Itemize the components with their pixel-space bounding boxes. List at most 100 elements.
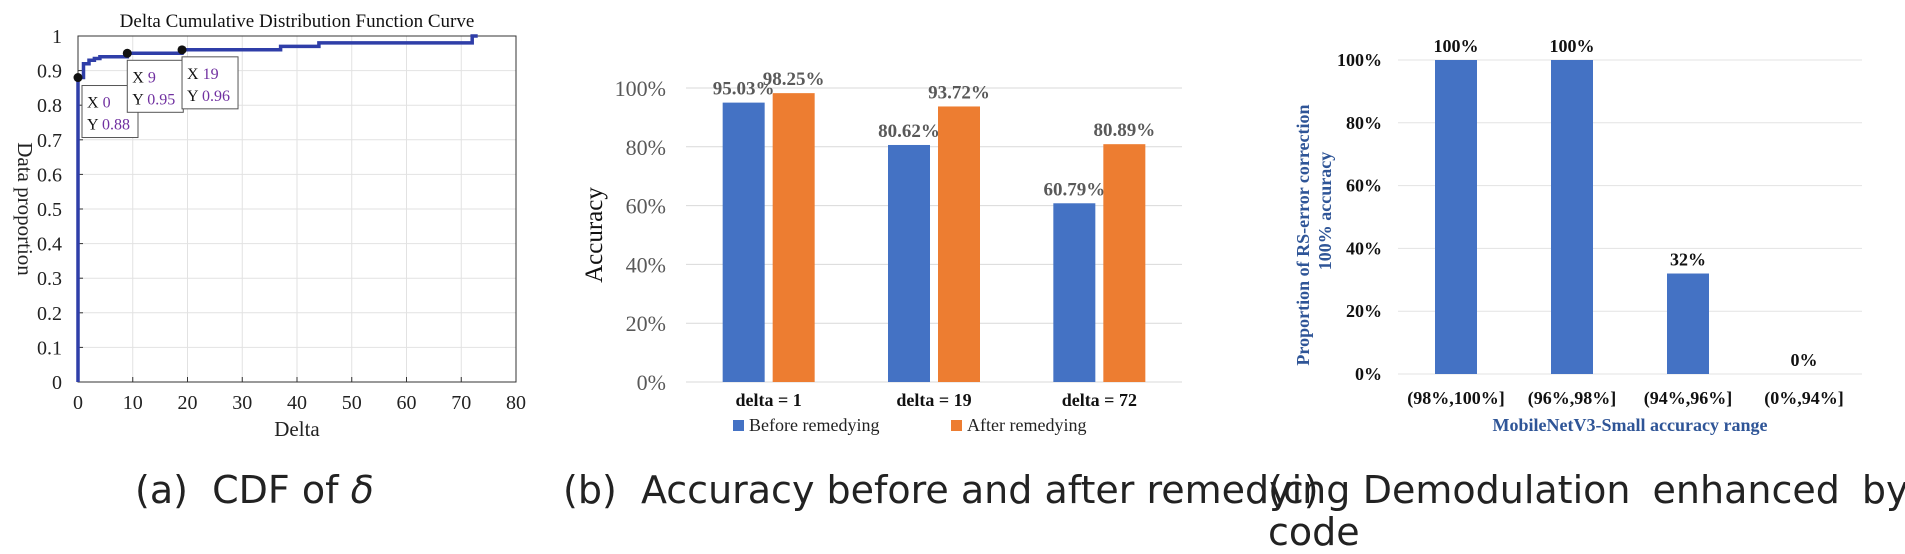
rs-chart: 0% 20% 40% 60% 80% 100% 100% (98%,100%] 100% (96%… xyxy=(1293,36,1862,435)
datatip-x-label: X 0 xyxy=(87,95,111,112)
cdf-y-axis-label: Data proportion xyxy=(13,142,37,276)
cdf-y-tick-label: 0.5 xyxy=(37,199,62,221)
cdf-x-tick-label: 70 xyxy=(451,392,471,414)
accuracy-y-tick-label: 80% xyxy=(626,135,666,160)
accuracy-bar xyxy=(1053,203,1096,382)
rs-data-label: 100% xyxy=(1434,36,1479,56)
datatip-x-value: 9 xyxy=(148,69,156,86)
accuracy-data-label: 98.25% xyxy=(763,69,825,90)
datatip-x-label: X 19 xyxy=(187,66,219,83)
cdf-y-tick-label: 0.4 xyxy=(37,234,62,256)
accuracy-y-tick-label: 40% xyxy=(626,252,666,277)
datatip-y-value: 0.96 xyxy=(202,88,230,105)
accuracy-y-tick-label: 100% xyxy=(615,76,666,101)
rs-data-label: 32% xyxy=(1670,250,1706,270)
accuracy-legend-label: After remedying xyxy=(967,415,1086,435)
accuracy-bar xyxy=(938,106,980,383)
rs-bar xyxy=(1435,60,1477,374)
cdf-x-tick-label: 60 xyxy=(397,392,417,414)
accuracy-data-label: 95.03% xyxy=(713,79,775,100)
accuracy-category-label: delta = 19 xyxy=(896,390,971,410)
datatip-marker xyxy=(73,73,83,83)
accuracy-legend-label: Before remedying xyxy=(749,415,879,435)
rs-bar xyxy=(1551,60,1593,374)
accuracy-category-label: delta = 1 xyxy=(736,390,802,410)
cdf-x-tick-label: 80 xyxy=(506,392,526,414)
cdf-y-tick-label: 0.9 xyxy=(37,61,62,83)
accuracy-y-tick-label: 60% xyxy=(626,194,666,219)
datatip-y-label: Y 0.95 xyxy=(132,91,175,108)
rs-bar xyxy=(1667,273,1709,374)
accuracy-legend-swatch xyxy=(951,420,962,431)
cdf-y-tick-label: 0.1 xyxy=(37,337,62,359)
accuracy-y-tick-label: 20% xyxy=(626,311,666,336)
caption-a: (a) CDF of δ xyxy=(135,468,374,512)
accuracy-category-label: delta = 72 xyxy=(1062,390,1137,410)
accuracy-data-label: 80.89% xyxy=(1093,120,1155,141)
rs-y-axis-label-line1: Proportion of RS-error correction xyxy=(1293,104,1313,365)
cdf-y-tick-label: 0.6 xyxy=(37,164,62,186)
rs-y-tick-label: 80% xyxy=(1346,113,1382,133)
rs-category-label: (96%,98%] xyxy=(1528,388,1617,409)
caption-c-line1: Demodulation enhanced by RS xyxy=(1362,468,1905,512)
accuracy-bar xyxy=(772,93,815,383)
accuracy-bar xyxy=(888,144,930,382)
cdf-y-tick-label: 0.3 xyxy=(37,268,62,290)
caption-b: (b) Accuracy before and after remedying xyxy=(563,468,1350,512)
rs-data-label: 0% xyxy=(1791,350,1818,370)
accuracy-data-label: 93.72% xyxy=(928,82,990,103)
cdf-y-tick-label: 1 xyxy=(52,26,62,48)
accuracy-bar xyxy=(722,102,765,382)
caption-c-prefix: (c) xyxy=(1268,468,1319,512)
cdf-x-tick-label: 0 xyxy=(73,392,83,414)
rs-category-label: (98%,100%] xyxy=(1407,388,1505,409)
accuracy-y-tick-label: 0% xyxy=(637,370,666,395)
rs-y-tick-label: 60% xyxy=(1346,176,1382,196)
accuracy-data-label: 60.79% xyxy=(1043,179,1105,200)
datatip-x-value: 19 xyxy=(203,66,219,83)
caption-a-prefix: (a) xyxy=(135,468,188,512)
rs-y-tick-label: 40% xyxy=(1346,238,1382,258)
caption-c: (c) Demodulation enhanced by RS xyxy=(1268,468,1905,512)
cdf-y-tick-label: 0 xyxy=(52,372,62,394)
accuracy-chart: 0% 20% 40% 60% 80% 100% Accuracy 95.03%98.25% de… xyxy=(581,69,1182,435)
caption-b-text: Accuracy before and after remedying xyxy=(640,468,1351,512)
rs-y-tick-label: 20% xyxy=(1346,301,1382,321)
accuracy-bar xyxy=(1103,144,1146,382)
datatip-y-label: Y 0.88 xyxy=(87,117,130,134)
cdf-title: Delta Cumulative Distribution Function C… xyxy=(120,11,475,32)
cdf-chart: 0 10 20 30 40 50 60 70 8000.10.20.30.40.50.60.70… xyxy=(13,11,526,441)
caption-c-continued: code xyxy=(1268,510,1360,554)
datatip-box xyxy=(181,56,239,110)
rs-category-label: (0%,94%] xyxy=(1764,388,1844,409)
datatip-y-value: 0.88 xyxy=(102,117,130,134)
rs-y-axis-label-line2: 100% accuracy xyxy=(1315,152,1335,270)
datatip-x-value: 0 xyxy=(103,95,111,112)
rs-x-axis-label: MobileNetV3-Small accuracy range xyxy=(1493,415,1768,435)
datatip-marker xyxy=(177,45,187,55)
rs-y-tick-label: 0% xyxy=(1355,364,1382,384)
datatip-x-label: X 9 xyxy=(132,69,156,86)
accuracy-data-label: 80.62% xyxy=(878,121,940,142)
datatip-box xyxy=(126,59,184,113)
rs-y-tick-label: 100% xyxy=(1337,50,1382,70)
cdf-x-tick-label: 20 xyxy=(178,392,198,414)
cdf-y-tick-label: 0.7 xyxy=(37,130,62,152)
cdf-x-tick-label: 30 xyxy=(232,392,252,414)
accuracy-legend-swatch xyxy=(733,420,744,431)
accuracy-y-axis-label: Accuracy xyxy=(581,187,608,283)
cdf-x-axis-label: Delta xyxy=(274,417,320,441)
caption-a-symbol: δ xyxy=(350,468,374,512)
datatip-y-label: Y 0.96 xyxy=(187,88,230,105)
cdf-y-tick-label: 0.2 xyxy=(37,303,62,325)
caption-c-line2: code xyxy=(1268,510,1360,554)
cdf-x-tick-label: 10 xyxy=(123,392,143,414)
cdf-y-tick-label: 0.8 xyxy=(37,95,62,117)
cdf-x-tick-label: 40 xyxy=(287,392,307,414)
datatip-marker xyxy=(122,48,132,58)
cdf-x-tick-label: 50 xyxy=(342,392,362,414)
rs-category-label: (94%,96%] xyxy=(1644,388,1733,409)
rs-data-label: 100% xyxy=(1550,36,1595,56)
caption-a-text: CDF of xyxy=(212,468,339,512)
